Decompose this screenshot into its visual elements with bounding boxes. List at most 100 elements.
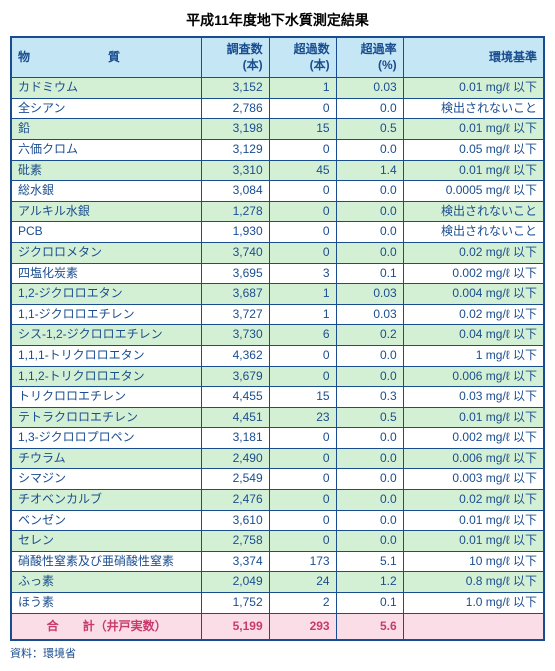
cell-name: 1,2-ジクロロエタン [11, 284, 202, 305]
cell-exceed: 0 [269, 428, 336, 449]
cell-rate: 0.5 [336, 119, 403, 140]
cell-std: 0.01 mg/ℓ 以下 [403, 78, 544, 99]
cell-std: 検出されないこと [403, 201, 544, 222]
cell-survey: 3,310 [202, 160, 269, 181]
source-note: 資料：環境省 [10, 645, 545, 661]
cell-survey: 4,451 [202, 407, 269, 428]
cell-std: 1.0 mg/ℓ 以下 [403, 593, 544, 614]
cell-name: シス-1,2-ジクロロエチレン [11, 325, 202, 346]
table-row: 四塩化炭素3,69530.10.002 mg/ℓ 以下 [11, 263, 544, 284]
cell-rate: 0.0 [336, 201, 403, 222]
cell-rate: 0.0 [336, 345, 403, 366]
cell-exceed: 0 [269, 345, 336, 366]
cell-survey: 3,727 [202, 304, 269, 325]
table-row: PCB1,93000.0検出されないこと [11, 222, 544, 243]
table-row: ほう素1,75220.11.0 mg/ℓ 以下 [11, 593, 544, 614]
cell-name: 全シアン [11, 98, 202, 119]
cell-survey: 2,758 [202, 531, 269, 552]
cell-name: シマジン [11, 469, 202, 490]
total-exceed: 293 [269, 613, 336, 640]
cell-std: 0.006 mg/ℓ 以下 [403, 366, 544, 387]
cell-survey: 3,181 [202, 428, 269, 449]
col-survey: 調査数(本) [202, 37, 269, 78]
cell-rate: 0.0 [336, 139, 403, 160]
table-row: 1,3-ジクロロプロペン3,18100.00.002 mg/ℓ 以下 [11, 428, 544, 449]
cell-rate: 1.2 [336, 572, 403, 593]
cell-std: 0.04 mg/ℓ 以下 [403, 325, 544, 346]
table-row: 1,1,2-トリクロロエタン3,67900.00.006 mg/ℓ 以下 [11, 366, 544, 387]
table-row: 鉛3,198150.50.01 mg/ℓ 以下 [11, 119, 544, 140]
cell-rate: 5.1 [336, 551, 403, 572]
cell-std: 0.003 mg/ℓ 以下 [403, 469, 544, 490]
cell-name: セレン [11, 531, 202, 552]
cell-std: 0.03 mg/ℓ 以下 [403, 387, 544, 408]
table-row: ふっ素2,049241.20.8 mg/ℓ 以下 [11, 572, 544, 593]
cell-name: 砒素 [11, 160, 202, 181]
cell-exceed: 0 [269, 490, 336, 511]
cell-exceed: 0 [269, 366, 336, 387]
cell-exceed: 45 [269, 160, 336, 181]
table-row: 硝酸性窒素及び亜硝酸性窒素3,3741735.110 mg/ℓ 以下 [11, 551, 544, 572]
table-row: 砒素3,310451.40.01 mg/ℓ 以下 [11, 160, 544, 181]
cell-rate: 0.03 [336, 284, 403, 305]
cell-survey: 3,198 [202, 119, 269, 140]
cell-rate: 0.5 [336, 407, 403, 428]
cell-std: 0.0005 mg/ℓ 以下 [403, 181, 544, 202]
cell-std: 0.01 mg/ℓ 以下 [403, 510, 544, 531]
cell-std: 0.002 mg/ℓ 以下 [403, 428, 544, 449]
cell-rate: 0.0 [336, 428, 403, 449]
cell-exceed: 0 [269, 201, 336, 222]
cell-name: アルキル水銀 [11, 201, 202, 222]
cell-rate: 0.0 [336, 531, 403, 552]
cell-exceed: 1 [269, 284, 336, 305]
cell-rate: 1.4 [336, 160, 403, 181]
cell-exceed: 173 [269, 551, 336, 572]
cell-survey: 3,740 [202, 242, 269, 263]
cell-rate: 0.1 [336, 263, 403, 284]
cell-name: カドミウム [11, 78, 202, 99]
col-substance: 物 質 [11, 37, 202, 78]
cell-rate: 0.0 [336, 510, 403, 531]
cell-exceed: 0 [269, 448, 336, 469]
cell-name: テトラクロロエチレン [11, 407, 202, 428]
cell-name: 1,1,1-トリクロロエタン [11, 345, 202, 366]
cell-survey: 3,730 [202, 325, 269, 346]
cell-exceed: 24 [269, 572, 336, 593]
cell-std: 検出されないこと [403, 98, 544, 119]
table-row: 六価クロム3,12900.00.05 mg/ℓ 以下 [11, 139, 544, 160]
table-row: 1,2-ジクロロエタン3,68710.030.004 mg/ℓ 以下 [11, 284, 544, 305]
cell-exceed: 0 [269, 510, 336, 531]
cell-rate: 0.0 [336, 469, 403, 490]
table-row: 総水銀3,08400.00.0005 mg/ℓ 以下 [11, 181, 544, 202]
cell-exceed: 0 [269, 222, 336, 243]
cell-survey: 2,049 [202, 572, 269, 593]
cell-exceed: 3 [269, 263, 336, 284]
cell-rate: 0.0 [336, 490, 403, 511]
cell-rate: 0.03 [336, 78, 403, 99]
cell-survey: 3,679 [202, 366, 269, 387]
total-label: 合 計（井戸実数） [11, 613, 202, 640]
cell-survey: 4,362 [202, 345, 269, 366]
header-row: 物 質 調査数(本) 超過数(本) 超過率(%) 環境基準 [11, 37, 544, 78]
cell-name: ジクロロメタン [11, 242, 202, 263]
cell-name: チウラム [11, 448, 202, 469]
table-title: 平成11年度地下水質測定結果 [10, 10, 545, 30]
total-std [403, 613, 544, 640]
cell-exceed: 15 [269, 119, 336, 140]
cell-exceed: 6 [269, 325, 336, 346]
table-row: チウラム2,49000.00.006 mg/ℓ 以下 [11, 448, 544, 469]
cell-name: 1,3-ジクロロプロペン [11, 428, 202, 449]
table-row: 全シアン2,78600.0検出されないこと [11, 98, 544, 119]
cell-exceed: 23 [269, 407, 336, 428]
cell-name: ふっ素 [11, 572, 202, 593]
cell-name: 総水銀 [11, 181, 202, 202]
cell-rate: 0.0 [336, 222, 403, 243]
cell-name: チオベンカルブ [11, 490, 202, 511]
cell-std: 1 mg/ℓ 以下 [403, 345, 544, 366]
cell-std: 0.002 mg/ℓ 以下 [403, 263, 544, 284]
cell-rate: 0.0 [336, 366, 403, 387]
cell-survey: 3,687 [202, 284, 269, 305]
cell-name: 四塩化炭素 [11, 263, 202, 284]
cell-survey: 3,129 [202, 139, 269, 160]
total-row: 合 計（井戸実数）5,1992935.6 [11, 613, 544, 640]
